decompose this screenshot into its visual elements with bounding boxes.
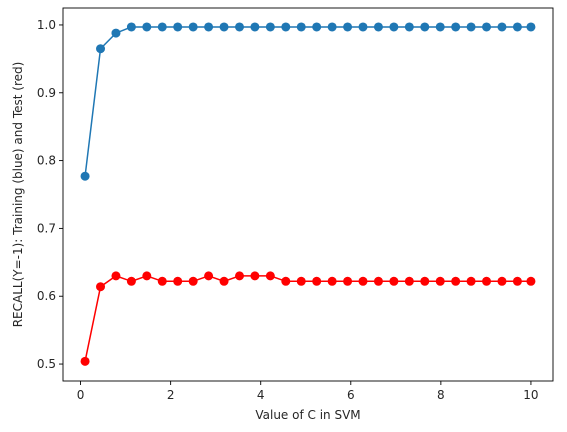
x-tick-label: 0 [77,388,85,402]
series-2-point [312,276,322,286]
series-2-point [296,276,306,286]
series-2-point [343,276,353,286]
series-1-point [420,22,430,32]
series-1-point [204,22,214,32]
plot-area [80,22,536,366]
series-2-point [235,271,244,281]
series-1-point [526,22,536,32]
series-2-point [219,276,229,286]
series-2-point [404,276,414,286]
series-1-point [173,22,183,32]
series-2-point [482,276,492,286]
series-2-point [126,276,136,286]
series-1-point [157,22,167,32]
series-1-point [312,22,322,32]
axes-frame [62,7,554,382]
series-2-point [250,271,260,281]
series-2-point [204,271,214,281]
series-1-point [389,22,399,32]
series-2-point [373,276,383,286]
series-1-point [343,22,353,32]
series-1-point [512,22,522,32]
y-tick-label: 0.7 [37,221,56,235]
series-1-point [235,22,244,32]
series-2-point [265,271,275,281]
series-2-point [96,282,106,292]
series-2-point [389,276,399,286]
series-2-point [526,276,536,286]
x-tick-label: 4 [257,388,265,402]
series-1-point [80,171,90,181]
series-2-point [281,276,291,286]
series-1-point [188,22,198,32]
series-1-point [482,22,492,32]
series-2-line [84,275,531,362]
series-2-point [157,276,167,286]
series-2-point [173,276,183,286]
series-1-point [96,44,106,54]
series-1-point [466,22,476,32]
x-tick-label: 2 [167,388,175,402]
series-1-point [358,22,368,32]
x-axis-label: Value of C in SVM [255,408,360,422]
series-2-point [80,356,90,366]
series-2-point [435,276,445,286]
series-1-point [404,22,414,32]
series-1-point [281,22,291,32]
series-2-point [420,276,430,286]
series-2-point [142,271,152,281]
series-2-point [497,276,507,286]
series-1-point [142,22,152,32]
series-2-point [358,276,368,286]
y-tick-label: 0.5 [37,357,56,371]
series-1-point [265,22,275,32]
series-1-point [435,22,445,32]
series-2-point [512,276,522,286]
x-tick-label: 6 [347,388,355,402]
series-1-point [111,28,121,38]
y-tick-label: 0.9 [37,86,56,100]
series-1-point [327,22,337,32]
series-1-point [250,22,260,32]
series-1-point [451,22,461,32]
series-2-point [451,276,461,286]
series-1-point [219,22,229,32]
series-1-point [296,22,306,32]
series-1-point [373,22,383,32]
series-2-point [188,276,198,286]
y-tick-label: 0.6 [37,289,56,303]
series-1-point [497,22,507,32]
x-tick-label: 8 [437,388,445,402]
x-tick-label: 10 [523,388,538,402]
y-tick-label: 0.8 [37,154,56,168]
series-2-point [111,271,121,281]
y-axis-label: RECALL(Y=-1): Training (blue) and Test (… [11,62,25,328]
series-2-point [327,276,337,286]
series-1-point [126,22,136,32]
series-1-line [84,26,531,177]
y-tick-label: 1.0 [37,18,56,32]
series-2-point [466,276,476,286]
axes: 0 2 4 6 8 10 0.5 0.6 0.7 0.8 0.9 1.0 [37,7,554,402]
